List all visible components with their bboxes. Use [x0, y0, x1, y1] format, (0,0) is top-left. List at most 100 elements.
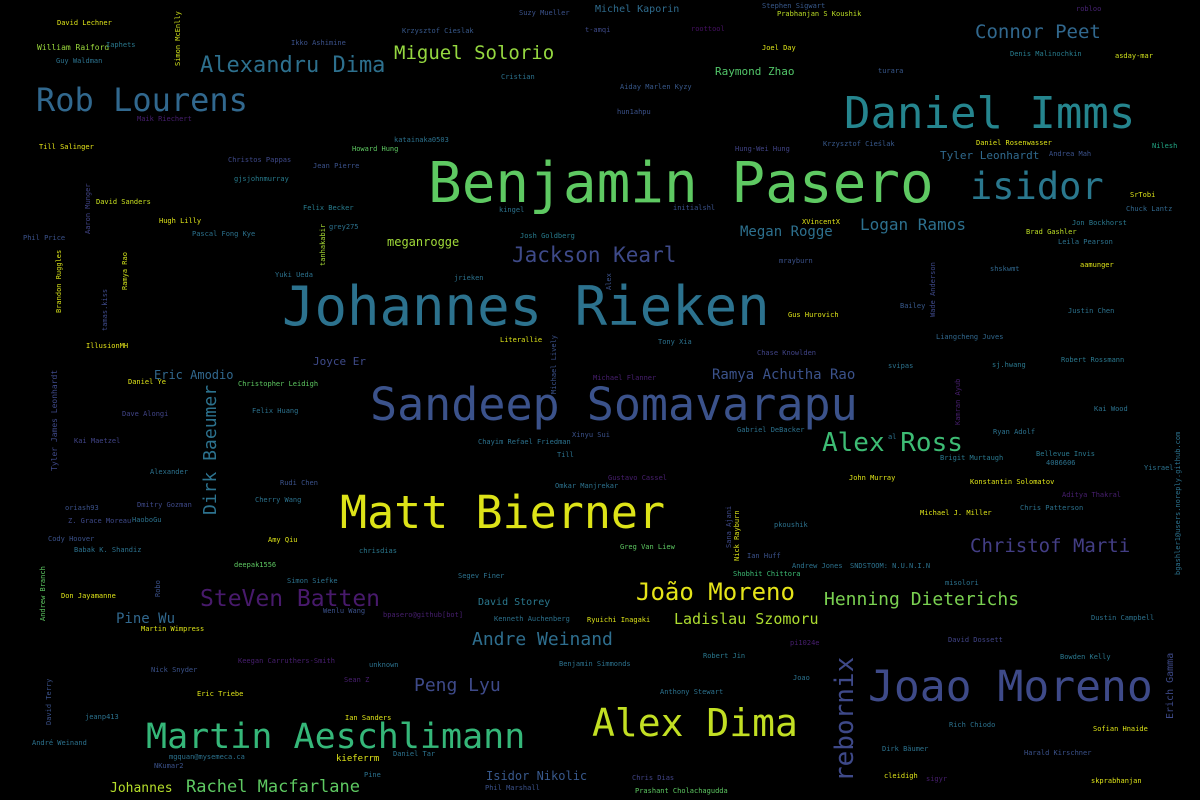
word-yuki-ueda: Yuki Ueda — [275, 271, 313, 279]
word-jrieken: jrieken — [454, 274, 484, 282]
word-megan-rogge: Megan Rogge — [740, 224, 833, 240]
word-david-sanders: David Sanders — [96, 198, 151, 206]
word-benjamin-simmonds: Benjamin Simmonds — [559, 660, 631, 668]
word-misolori: misolori — [945, 579, 979, 587]
word-oriash93: oriash93 — [65, 504, 99, 512]
word-ryan-adolf: Ryan Adolf — [993, 428, 1036, 436]
word-sigyr: sigyr — [926, 775, 948, 783]
word-alex-ross: Alex Ross — [822, 428, 963, 458]
word-dirk-baumer: Dirk Bäumer — [882, 745, 929, 753]
word-illusionmh: IllusionMH — [86, 342, 129, 350]
word-rob-lourens: Rob Lourens — [36, 81, 248, 119]
word-miguel-solorio: Miguel Solorio — [394, 42, 555, 64]
word-pascal-fong-kye: Pascal Fong Kye — [192, 230, 256, 238]
word-skprabhanjan: skprabhanjan — [1091, 777, 1142, 785]
word-sj-hwang: sj.hwang — [992, 361, 1026, 369]
word-jon-bockhorst: Jon Bockhorst — [1072, 219, 1127, 227]
word-liangcheng-juves: Liangcheng Juves — [936, 333, 1004, 341]
word-andre-weinand: Andre Weinand — [472, 629, 613, 650]
word-david-storey: David Storey — [478, 597, 551, 608]
word-anthony-stewart: Anthony Stewart — [660, 688, 724, 696]
word-justin-chen: Justin Chen — [1068, 307, 1115, 315]
word-michael-j-miller: Michael J. Miller — [920, 509, 992, 517]
word-brigit-murtaugh: Brigit Murtaugh — [940, 454, 1004, 462]
word-felix-huang: Felix Huang — [252, 407, 299, 415]
word-andre-weinand-2: André Weinand — [32, 739, 87, 747]
word-sandeep-somavarapu: Sandeep Somavarapu — [370, 378, 858, 431]
word-brandon-ruggles: Brandon Ruggles — [55, 249, 63, 313]
word-daniel-tar: Daniel Tar — [393, 750, 436, 758]
word-chrisdias: chrisdias — [359, 547, 397, 555]
word-felix-becker: Felix Becker — [303, 204, 354, 212]
word-michel-kaporin: Michel Kaporin — [595, 4, 680, 15]
word-mrayburn: mrayburn — [779, 257, 813, 265]
word-maik-riechert: Maik Riechert — [137, 115, 192, 123]
word-chayim-refael-friedman: Chayim Refael Friedman — [478, 438, 571, 446]
word-chris-patterson: Chris Patterson — [1020, 504, 1084, 512]
word-william-raiford: William Raiford — [37, 43, 110, 52]
word-shskwmt: shskwmt — [990, 265, 1020, 273]
word-connor-peet: Connor Peet — [975, 21, 1101, 43]
word-robo: Robo — [154, 580, 162, 597]
word-johannes: Johannes — [110, 781, 173, 796]
word-tony-xia: Tony Xia — [658, 338, 692, 346]
word-meganrogge: meganrogge — [387, 235, 460, 249]
word-ryuichi-inagaki: Ryuichi Inagaki — [587, 616, 651, 624]
word-sofian-hnaide: Sofian Hnaide — [1093, 725, 1148, 733]
word-alex: Alex — [605, 273, 613, 290]
word-bellevue-invis: Bellevue Invis — [1036, 450, 1096, 458]
word-tanhakabir: tanhakabir — [319, 223, 327, 266]
word-hun1ahpu: hun1ahpu — [617, 108, 651, 116]
word-xinyu-sui: Xinyu Sui — [572, 431, 610, 439]
word-kingel: kingel — [499, 206, 525, 214]
word-sean-z: Sean Z — [344, 676, 370, 684]
word-chuck-lantz: Chuck Lantz — [1126, 205, 1173, 213]
word-howard-hung: Howard Hung — [352, 145, 399, 153]
word-rachel-macfarlane: Rachel Macfarlane — [186, 777, 360, 797]
word-iaphets: Iaphets — [106, 41, 136, 49]
word-haobogu: HaoboGu — [132, 516, 162, 524]
word-ikko-ashimine: Ikko Ashimine — [291, 39, 346, 47]
word-kamran-ayub: Kamran Ayub — [954, 378, 962, 425]
word-christopher-leidigh: Christopher Leidigh — [238, 380, 319, 388]
word-kai-wood: Kai Wood — [1094, 405, 1128, 413]
word-christos-pappas: Christos Pappas — [228, 156, 292, 164]
word-robloo: robloo — [1076, 5, 1102, 13]
word-alexandru-dima: Alexandru Dima — [200, 53, 386, 78]
word-joao-moreno-2: João Moreno — [636, 578, 795, 606]
word-jackson-kearl: Jackson Kearl — [512, 243, 677, 267]
word-wenlu-wang: Wenlu Wang — [323, 607, 366, 615]
word-srtobi: SrTobi — [1130, 191, 1156, 199]
word-shobhit-chittora: Shobhit Chittora — [733, 570, 801, 578]
word-dmitry-gozman: Dmitry Gozman — [137, 501, 192, 509]
word-jeanp413: jeanp413 — [85, 713, 119, 721]
word-hung-wei-hung: Hung-Wei Hung — [735, 145, 790, 153]
word-michael-flanner: Michael Flanner — [593, 374, 657, 382]
word-benjamin-pasero: Benjamin Pasero — [428, 151, 934, 216]
word-aaron-munger: Aaron Munger — [84, 183, 92, 234]
word-alex-dima: Alex Dima — [592, 701, 798, 745]
word-simon-siefke: Simon Siefke — [287, 577, 338, 585]
word-harald-kirschner: Harald Kirschner — [1024, 749, 1092, 757]
word-aamunger: aamunger — [1080, 261, 1114, 269]
word-daniel-rosenwasser: Daniel Rosenwasser — [976, 139, 1052, 147]
word-wade-anderson: Wade Anderson — [929, 262, 937, 317]
word-t-amqi: t-amqi — [585, 26, 611, 34]
word-cleidigh: cleidigh — [884, 772, 918, 780]
word-josh-goldberg: Josh Goldberg — [520, 232, 575, 240]
word-unknown: unknown — [369, 661, 399, 669]
word-phil-marshall: Phil Marshall — [485, 784, 540, 792]
word-brad-gashler: Brad Gashler — [1026, 228, 1077, 236]
word-phil-price: Phil Price — [23, 234, 66, 242]
word-gjsjohnmurray: gjsjohnmurray — [234, 175, 289, 183]
word-robert-jin: Robert Jin — [703, 652, 746, 660]
word-joao: Joao — [793, 674, 810, 682]
word-segev-finer: Segev Finer — [458, 572, 505, 580]
word-konstantin-solomatov: Konstantin Solomatov — [970, 478, 1055, 486]
word-krzysztof-cieslak: Krzysztof Cieslak — [402, 27, 474, 35]
word-initialshl: initialshl — [673, 204, 716, 212]
word-stephen-sigwart: Stephen Sigwart — [762, 2, 826, 10]
word-deepak1556: deepak1556 — [234, 561, 277, 569]
word-yisrael: Yisrael — [1144, 464, 1174, 472]
word-prashant-cholachagudda: Prashant Cholachagudda — [635, 787, 728, 795]
